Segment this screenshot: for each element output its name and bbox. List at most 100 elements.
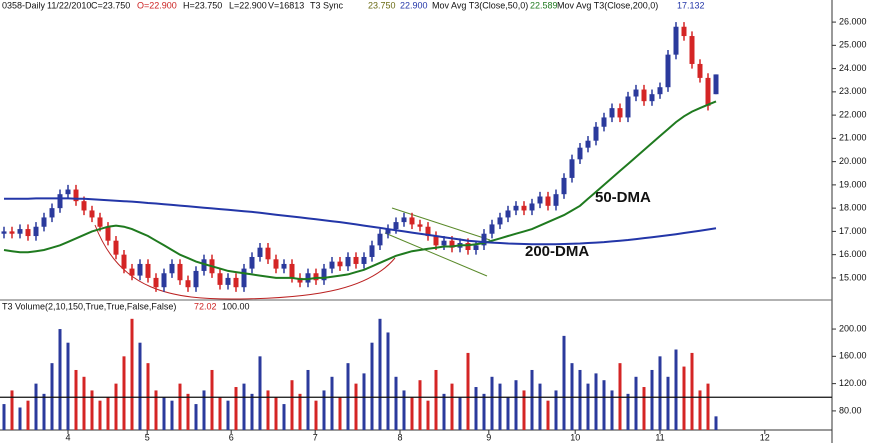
volume-bar <box>562 335 566 430</box>
volume-bar <box>698 390 702 430</box>
candle-body <box>441 240 447 246</box>
candle-body <box>577 147 583 160</box>
volume-bar <box>554 390 558 430</box>
header-close: C=23.750 <box>91 0 130 10</box>
candle-body <box>1 231 7 234</box>
volume-bar <box>466 352 470 430</box>
candle-body <box>625 96 631 118</box>
candle-body <box>353 256 359 264</box>
volume-bar <box>634 376 638 430</box>
candle-body <box>17 229 23 234</box>
candle-body <box>657 87 663 95</box>
volume-bar <box>162 397 166 430</box>
volume-bar <box>338 397 342 430</box>
candle-body <box>241 268 247 288</box>
volume-bar <box>538 383 542 430</box>
candle-body <box>689 36 695 64</box>
header-ma50: Mov Avg T3(Close,50,0) <box>432 0 528 10</box>
volume-bar <box>514 380 518 430</box>
candle-body <box>201 259 207 271</box>
volume-bar <box>146 363 150 430</box>
volume-bar <box>410 397 414 430</box>
channel-bottom <box>384 232 488 277</box>
candle-body <box>681 26 687 37</box>
candle-body <box>177 263 183 281</box>
candle-body <box>633 89 639 97</box>
candle-body <box>281 263 287 269</box>
volume-ref-label: 100.00 <box>222 301 250 311</box>
candle-body <box>57 194 63 209</box>
volume-bar <box>42 393 46 430</box>
y-tick-label: 25.000 <box>839 40 867 50</box>
candle-body <box>553 194 559 206</box>
candle-body <box>409 217 415 225</box>
candle-body <box>321 268 327 281</box>
volume-bar <box>250 393 254 430</box>
volume-bar <box>138 342 142 430</box>
volume-bar <box>506 397 510 430</box>
header-date: 11/22/2010 <box>47 0 91 10</box>
candle-body <box>489 224 495 234</box>
candle-body <box>473 245 479 250</box>
volume-bar <box>394 376 398 430</box>
y-tick-label: 22.000 <box>839 109 867 119</box>
volume-bar <box>106 397 110 430</box>
candle-body <box>297 277 303 283</box>
volume-bar <box>706 383 710 430</box>
y-tick-label: 21.000 <box>839 133 867 143</box>
candle-body <box>569 159 575 178</box>
candle-body <box>337 261 343 267</box>
volume-bar <box>122 356 126 430</box>
volume-bar <box>186 393 190 430</box>
candle-body <box>697 63 703 78</box>
x-tick-label: 6 <box>229 432 234 442</box>
candle-body <box>193 270 199 288</box>
candle-body <box>521 205 527 211</box>
x-tick-label: 10 <box>570 432 580 442</box>
candle-body <box>185 280 191 288</box>
header-symbol: 0358-Daily <box>2 0 46 10</box>
volume-bar <box>610 390 614 430</box>
volume-bar <box>618 363 622 430</box>
volume-bar <box>362 373 366 430</box>
candle-body <box>9 231 15 234</box>
volume-bar <box>458 397 462 430</box>
volume-bar <box>522 390 526 430</box>
volume-bar <box>154 390 158 430</box>
candle-body <box>705 77 711 106</box>
y-tick-label: 20.000 <box>839 156 867 166</box>
candle-body <box>537 196 543 204</box>
candle-body <box>609 108 615 118</box>
volume-bar <box>210 369 214 430</box>
candle-body <box>345 256 351 267</box>
candle-body <box>505 210 511 218</box>
volume-bar <box>26 400 30 430</box>
candle-body <box>41 217 47 227</box>
volume-bar <box>434 369 438 430</box>
volume-bar <box>258 356 262 430</box>
candle-body <box>225 277 231 285</box>
candle-body <box>561 177 567 195</box>
candle-body <box>305 273 311 283</box>
y-tick-label: 17.000 <box>839 226 867 236</box>
candle-body <box>161 273 167 288</box>
candle-body <box>289 263 295 278</box>
candle-body <box>401 217 407 223</box>
volume-bar <box>298 393 302 430</box>
moving-average <box>3 100 717 281</box>
volume-bar <box>226 400 230 430</box>
volume-bar <box>546 400 550 430</box>
volume-bar <box>178 383 182 430</box>
volume-bar <box>490 376 494 430</box>
candle-body <box>169 263 175 274</box>
candle-body <box>233 277 239 288</box>
y-tick-label: 23.000 <box>839 86 867 96</box>
volume-bar <box>426 400 430 430</box>
volume-bar <box>314 400 318 430</box>
volume-bar <box>194 404 198 430</box>
volume-bar <box>530 369 534 430</box>
volume-bar <box>346 363 350 430</box>
volume-bar <box>674 349 678 430</box>
volume-bar <box>450 383 454 430</box>
candle-body <box>593 126 599 141</box>
